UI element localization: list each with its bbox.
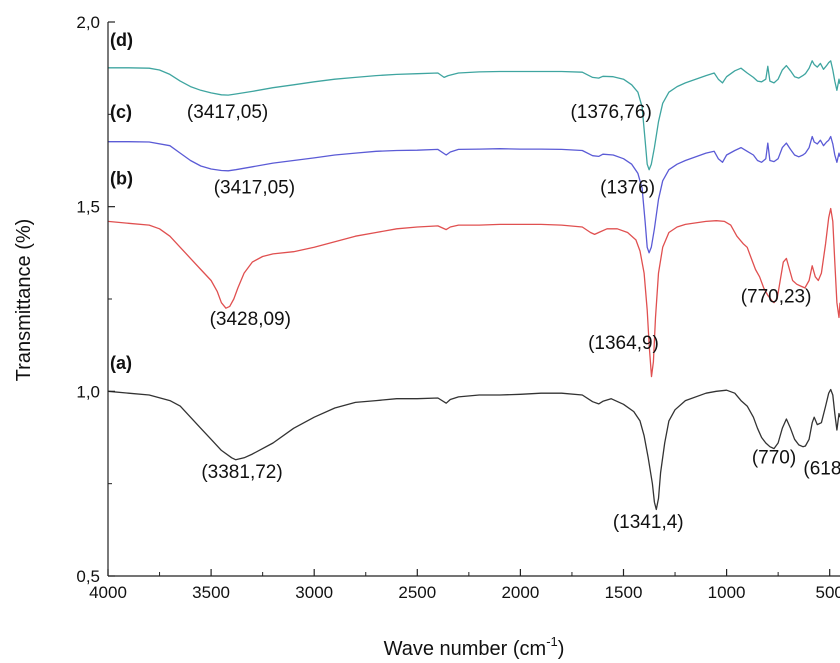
- annotation-layer: (3417,05) (1376,76) (3417,05) (1376) (3428,0…: [187, 102, 840, 533]
- x-tick-label: 500: [816, 583, 840, 602]
- peak-annotation: (1376): [600, 178, 655, 199]
- series-layer: (a) (b) (c) (d): [107, 30, 840, 511]
- series-label-a: (a): [110, 353, 132, 373]
- series-line-d: [108, 60, 840, 171]
- peak-annotation: (3417,05): [187, 102, 268, 123]
- peak-annotation: (3381,72): [201, 462, 282, 483]
- peak-annotation: (770): [752, 447, 796, 468]
- x-tick-label: 3500: [192, 583, 230, 602]
- y-tick-label: 1,0: [76, 382, 100, 401]
- x-tick-label: 2500: [398, 583, 436, 602]
- y-tick-label: 1,5: [76, 198, 100, 217]
- x-tick-label: 2000: [501, 583, 539, 602]
- x-axis-label: Wave number (cm-1): [384, 634, 565, 660]
- series-label-d: (d): [110, 30, 133, 50]
- peak-annotation: (1364,9): [588, 333, 659, 354]
- x-axis-label-close: ): [558, 638, 565, 660]
- peak-annotation: (3428,09): [210, 309, 291, 330]
- x-axis-label-main: Wave number (cm: [384, 638, 547, 660]
- peak-annotation: (618): [803, 458, 840, 479]
- series-line-b: [107, 207, 840, 378]
- peak-annotation: (770,23): [741, 287, 812, 308]
- y-axis-label: Transmittance (%): [13, 219, 35, 382]
- series-line-c: [108, 135, 840, 254]
- x-tick-label: 3000: [295, 583, 333, 602]
- series-label-b: (b): [110, 169, 133, 189]
- peak-annotation: (1341,4): [613, 512, 684, 533]
- peak-annotation: (1376,76): [570, 102, 651, 123]
- x-axis-label-sup: -1: [546, 634, 558, 649]
- x-tick-label: 1000: [708, 583, 746, 602]
- x-tick-label: 1500: [605, 583, 643, 602]
- series-label-c: (c): [110, 102, 132, 122]
- y-tick-label: 2,0: [76, 13, 100, 32]
- peak-annotation: (3417,05): [214, 178, 295, 199]
- axes-layer: 0,5 1,0 1,5 2,0 4000 3500 3000 2500 2000 1500 1000…: [76, 13, 840, 602]
- series-line-a: [107, 388, 840, 511]
- y-tick-label: 0,5: [76, 567, 100, 586]
- x-tick-label: 4000: [89, 583, 127, 602]
